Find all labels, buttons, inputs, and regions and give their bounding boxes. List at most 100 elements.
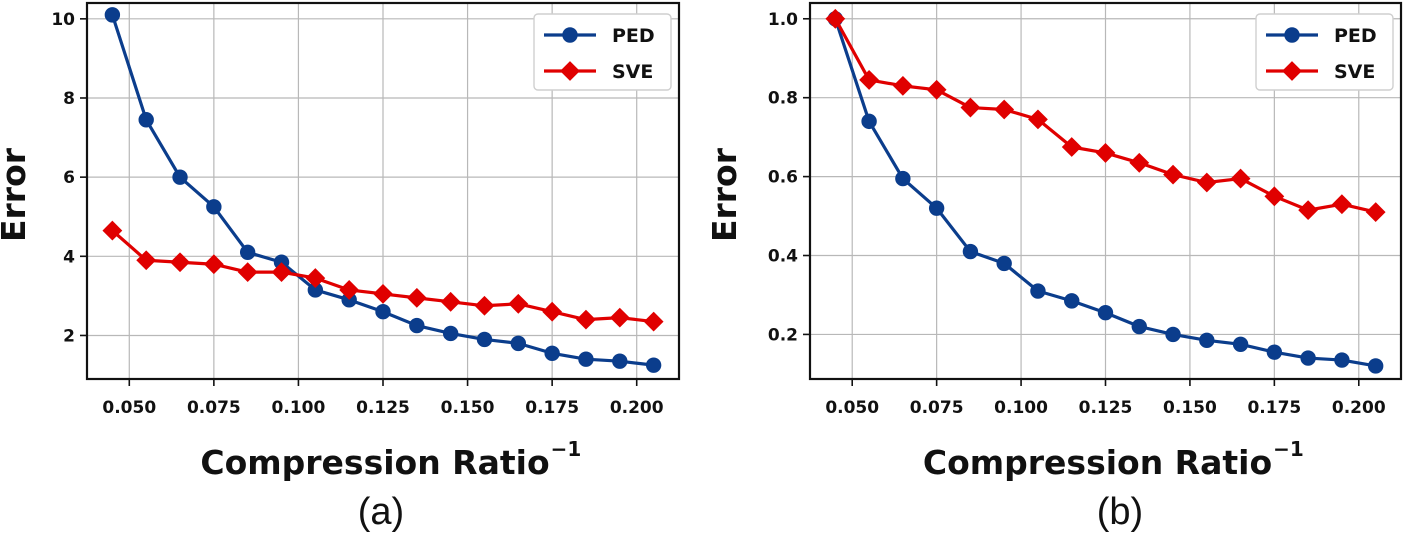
chart-1-legend-label: SVE xyxy=(1334,61,1375,83)
chart-0-ytick-label: 8 xyxy=(63,89,75,109)
chart-1-caption: (b) xyxy=(1097,491,1143,533)
chart-0-series-sve-point xyxy=(643,311,664,332)
chart-1-series-sve-point xyxy=(1196,172,1217,193)
chart-0-legend-label: SVE xyxy=(612,61,653,83)
chart-0-legend-item-sve: SVE xyxy=(544,61,653,83)
chart-0: 0.050 0.075 0.100 0.125 0.150 0.175 0.200 2 4 6 8 1… xyxy=(0,1,681,533)
chart-1-series-ped-point xyxy=(1232,336,1249,352)
chart-1-series-ped-point xyxy=(1367,358,1384,374)
chart-0-series-sve-point xyxy=(237,262,258,283)
chart-0-legend: PED SVE xyxy=(533,13,672,91)
chart-1-ylabel: Error xyxy=(705,147,744,242)
chart-0-series-ped-point xyxy=(375,304,391,320)
chart-1-ytick-label: 0.4 xyxy=(768,247,798,267)
chart-0-ytick-label: 6 xyxy=(63,168,75,188)
chart-1-series-ped-point xyxy=(1030,283,1046,299)
chart-1-series-sve-point xyxy=(1331,194,1352,215)
chart-0-series-sve-point xyxy=(373,283,393,304)
chart-0-ylabel: Error xyxy=(0,147,33,242)
chart-1-series-sve-point xyxy=(994,99,1015,120)
chart-0-series-sve-point xyxy=(136,250,157,271)
chart-1-xtick-label: 0.125 xyxy=(1079,398,1133,418)
chart-0-series-sve-point xyxy=(339,280,360,300)
chart-1-xlabel: Compression Ratio xyxy=(923,443,1272,482)
chart-0-series-ped-point xyxy=(409,317,425,334)
chart-0-series-ped-point xyxy=(476,331,493,348)
chart-1-series-ped xyxy=(827,11,1384,374)
chart-0-xtick-label: 0.125 xyxy=(356,398,410,418)
chart-0-series-ped-point xyxy=(612,353,628,369)
chart-1-series-ped-point xyxy=(996,255,1012,272)
chart-0-legend-marker xyxy=(560,61,580,81)
chart-1-legend-item-ped: PED xyxy=(1266,25,1377,47)
chart-1-series-ped-point xyxy=(1131,318,1147,335)
chart-0-xtick-label: 0.175 xyxy=(525,398,579,418)
chart-1-xtick-label: 0.200 xyxy=(1332,398,1386,418)
chart-1-series-sve-point xyxy=(825,8,846,29)
chart-0-xlabel: Compression Ratio xyxy=(200,443,549,482)
chart-1-series-ped-point xyxy=(1199,332,1215,349)
chart-0-series-sve xyxy=(102,220,664,332)
chart-0-ytick-label: 10 xyxy=(51,10,75,30)
chart-0-series-sve-point xyxy=(576,309,596,330)
chart-0-series-sve-point xyxy=(609,307,630,328)
chart-0-series-sve-point xyxy=(508,293,529,314)
chart-0-series-ped-point xyxy=(206,199,222,215)
chart-1-series-ped-point xyxy=(895,170,911,187)
chart-1-ytick-label: 0.6 xyxy=(768,168,798,188)
chart-1-series-ped-point xyxy=(1064,293,1080,309)
chart-0-xtick-label: 0.050 xyxy=(102,398,156,418)
chart-0-series-sve-point xyxy=(305,268,326,288)
chart-0-xtick-label: 0.150 xyxy=(441,398,495,418)
chart-1-series-ped-point xyxy=(1334,352,1350,368)
chart-0-series-sve-point xyxy=(102,220,123,241)
chart-1-xlabel-sup: −1 xyxy=(1273,437,1304,461)
chart-0-series-ped-point xyxy=(442,325,459,342)
chart-0-series-ped-point xyxy=(510,335,527,352)
chart-0-series-ped xyxy=(104,7,662,373)
chart-1-series-ped-point xyxy=(1266,344,1283,360)
chart-1-series-sve-point xyxy=(892,75,913,96)
chart-1-series-ped-point xyxy=(861,113,877,130)
chart-0-series-sve-point xyxy=(271,262,292,283)
chart-1-xtick-label: 0.175 xyxy=(1247,398,1301,418)
chart-1-series-ped-point xyxy=(1300,350,1316,366)
chart-0-series-sve-point xyxy=(440,291,461,312)
chart-1-series-ped-point xyxy=(1165,326,1181,343)
chart-1-series-sve-point xyxy=(1365,202,1386,223)
chart-0-series-sve-point xyxy=(406,287,427,308)
chart-1-xtick-label: 0.075 xyxy=(910,398,964,418)
chart-1-series-sve-point xyxy=(1163,164,1183,185)
chart-0-series-ped-point xyxy=(239,244,256,261)
chart-1-xtick-label: 0.100 xyxy=(994,398,1048,418)
chart-1-series-sve-point xyxy=(1298,200,1319,221)
chart-0-legend-item-ped: PED xyxy=(544,25,655,47)
chart-0-series-ped-point xyxy=(544,345,560,361)
chart-1-legend-marker xyxy=(1282,61,1302,81)
chart-1-series-sve-point xyxy=(1230,168,1251,189)
chart-0-legend-label: PED xyxy=(612,25,655,47)
chart-0-xtick-label: 0.200 xyxy=(610,398,664,418)
chart-1-xtick-label: 0.150 xyxy=(1163,398,1217,418)
chart-1-series-sve-point xyxy=(1061,137,1082,157)
chart-1-legend-marker xyxy=(1284,27,1300,43)
chart-0-series-ped-point xyxy=(172,169,188,185)
chart-1-series-sve-point xyxy=(1028,109,1048,130)
chart-0-series-sve-point xyxy=(474,295,495,316)
chart-1-ytick-label: 0.2 xyxy=(768,325,798,345)
chart-0-series-ped-point xyxy=(104,7,121,23)
chart-0-series-sve-point xyxy=(170,252,190,273)
chart-1-series-sve-point xyxy=(859,70,880,90)
chart-1-series-sve-point xyxy=(926,79,947,100)
chart-1-series-ped-point xyxy=(1097,305,1114,321)
chart-0-series-ped-point xyxy=(578,351,594,367)
chart-0-legend-marker xyxy=(562,27,578,43)
chart-1-series-sve-point xyxy=(1129,152,1150,173)
chart-0-series-ped-point xyxy=(138,112,154,128)
chart-1-series-ped-point xyxy=(928,200,945,216)
chart-0-xtick-label: 0.100 xyxy=(272,398,326,418)
chart-0-ytick-label: 4 xyxy=(63,247,75,267)
chart-1-xtick-label: 0.050 xyxy=(825,398,879,418)
chart-1-legend-item-sve: SVE xyxy=(1266,61,1375,83)
chart-1-legend-label: PED xyxy=(1334,25,1377,47)
